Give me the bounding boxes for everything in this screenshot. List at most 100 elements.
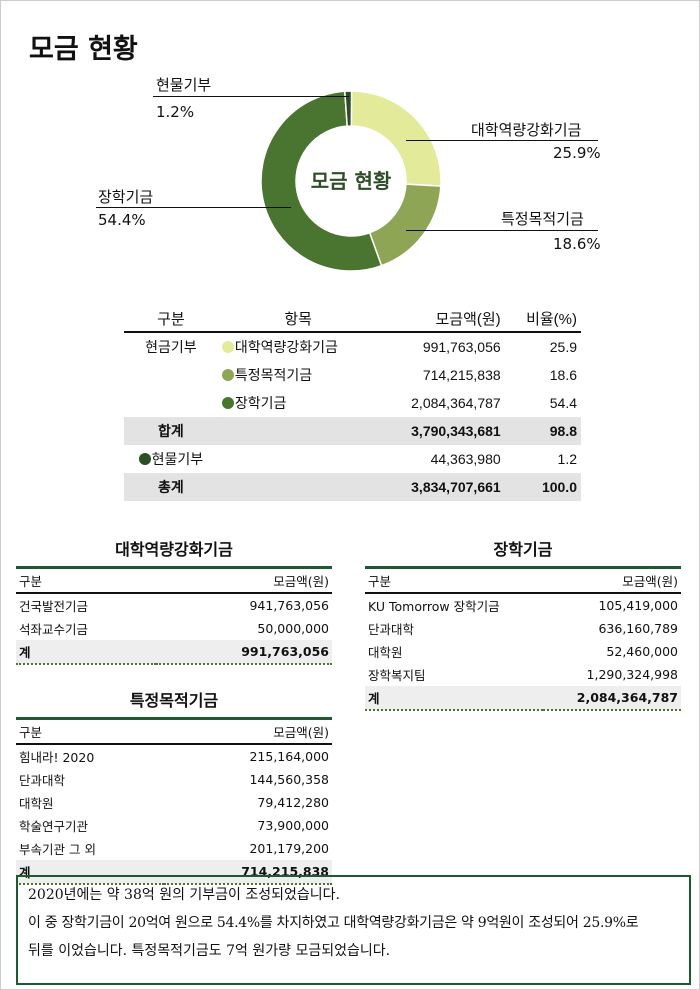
name: 건국발전기금 — [19, 599, 89, 614]
pct-scholarship: 54.4% — [98, 211, 146, 229]
subtotal-row: 합계 3,790,343,681 98.8 — [124, 417, 581, 445]
name: 부속기관 그 외 — [19, 842, 96, 857]
summary-note: 2020년에는 약 38억 원의 기부금이 조성되었습니다. 이 중 장학기금이… — [16, 875, 691, 985]
percent: 25.9 — [549, 339, 577, 355]
leader-line — [153, 96, 349, 97]
legend-dot-icon — [138, 453, 151, 465]
col-header: 비율(%) — [504, 306, 581, 333]
pct-capacity: 25.9% — [553, 144, 601, 162]
percent: 98.8 — [504, 417, 581, 445]
name: 힘내라! 2020 — [19, 750, 95, 765]
percent: 18.6 — [549, 367, 577, 383]
col-header: 구분 — [365, 567, 543, 594]
label-inkind: 현물기부 — [156, 76, 212, 94]
page-title: 모금 현황 — [29, 34, 138, 65]
donut-center-label: 모금 현황 — [310, 169, 392, 193]
total-row: 계 2,084,364,787 — [365, 686, 681, 711]
col-header: 모금액(원) — [156, 567, 332, 594]
total-row: 계 991,763,056 — [16, 640, 332, 665]
total-row: 계 714,215,838 — [16, 860, 332, 885]
legend-dot-icon — [221, 397, 234, 409]
leader-line — [96, 207, 291, 208]
pct-inkind: 1.2% — [156, 103, 195, 121]
amount: 941,763,056 — [249, 598, 329, 613]
table-row: 단과대학 636,160,789 — [365, 617, 681, 640]
label: 계 — [16, 640, 157, 665]
col-header: 구분 — [16, 718, 165, 745]
amount: 1,290,324,998 — [586, 667, 678, 682]
label: 계 — [365, 686, 543, 711]
table-row: 현금기부 대학역량강화기금 991,763,056 25.9 — [124, 332, 581, 361]
table-row: 건국발전기금 941,763,056 — [16, 593, 332, 617]
table-row: 부속기관 그 외 201,179,200 — [16, 837, 332, 860]
item: 특정목적기금 — [234, 367, 313, 383]
name: 단과대학 — [19, 773, 66, 788]
summary-table: 구분 항목 모금액(원) 비율(%) 현금기부 대학역량강화기금 991,763,056 2… — [124, 306, 581, 501]
table-row: 장학기금 2,084,364,787 54.4 — [124, 389, 581, 417]
percent: 1.2 — [557, 451, 577, 467]
table-row: 학술연구기관 73,900,000 — [16, 814, 332, 837]
col-header: 모금액(원) — [378, 306, 505, 333]
name: 대학원 — [19, 796, 54, 811]
amount: 636,160,789 — [598, 621, 678, 636]
col-header: 구분 — [16, 567, 157, 594]
special-table: 특정목적기금 구분 모금액(원) 힘내라! 2020 215,164,000 단과대학 14… — [16, 687, 332, 885]
amount: 144,560,358 — [249, 772, 329, 787]
total-row: 총계 3,834,707,661 100.0 — [124, 473, 581, 501]
leader-line — [406, 230, 598, 231]
table-row: 현물기부 44,363,980 1.2 — [124, 445, 581, 473]
table-row: 특정목적기금 714,215,838 18.6 — [124, 361, 581, 389]
amount: 991,763,056 — [422, 339, 501, 355]
amount: 3,790,343,681 — [378, 417, 505, 445]
table-row: KU Tomorrow 장학기금 105,419,000 — [365, 593, 681, 617]
col-header: 모금액(원) — [164, 718, 332, 745]
legend-dot-icon — [221, 341, 234, 353]
note-line: 2020년에는 약 38억 원의 기부금이 조성되었습니다. — [28, 887, 340, 903]
table-row: 장학복지팀 1,290,324,998 — [365, 663, 681, 686]
amount: 201,179,200 — [249, 841, 329, 856]
label-special: 특정목적기금 — [501, 210, 584, 228]
item: 대학역량강화기금 — [234, 339, 338, 355]
note-line: 이 중 장학기금이 20억여 원으로 54.4%를 차지하였고 대학역량강화기금… — [28, 915, 639, 931]
amount: 44,363,980 — [430, 451, 501, 467]
leader-line — [406, 140, 598, 141]
donut-slice — [260, 90, 383, 272]
amount: 991,763,056 — [156, 640, 332, 665]
label: 현물기부 — [151, 451, 204, 467]
name: KU Tomorrow 장학기금 — [368, 599, 500, 614]
item: 장학기금 — [234, 395, 287, 411]
amount: 714,215,838 — [422, 367, 501, 383]
amount: 215,164,000 — [249, 749, 329, 764]
amount: 50,000,000 — [257, 621, 329, 636]
donut-slice — [368, 183, 442, 267]
table-row: 석좌교수기금 50,000,000 — [16, 617, 332, 640]
amount: 73,900,000 — [257, 818, 329, 833]
col-header: 모금액(원) — [542, 567, 681, 594]
amount: 52,460,000 — [606, 644, 678, 659]
pct-special: 18.6% — [553, 235, 601, 253]
table-row: 힘내라! 2020 215,164,000 — [16, 744, 332, 768]
capacity-table: 대학역량강화기금 구분 모금액(원) 건국발전기금 941,763,056 석좌교수기금 5… — [16, 536, 332, 665]
legend-dot-icon — [221, 369, 234, 381]
label: 합계 — [124, 417, 218, 445]
amount: 2,084,364,787 — [542, 686, 681, 711]
amount: 714,215,838 — [164, 860, 332, 885]
donut-chart — [260, 90, 442, 272]
amount: 2,084,364,787 — [411, 395, 501, 411]
table-title: 장학기금 — [493, 540, 553, 559]
percent: 100.0 — [504, 473, 581, 501]
table-row: 대학원 79,412,280 — [16, 791, 332, 814]
percent: 54.4 — [549, 395, 577, 411]
amount: 3,834,707,661 — [378, 473, 505, 501]
col-header: 구분 — [124, 306, 218, 333]
col-header: 항목 — [217, 306, 379, 333]
name: 학술연구기관 — [19, 819, 89, 834]
name: 장학복지팀 — [368, 668, 426, 683]
label: 총계 — [124, 473, 218, 501]
amount: 79,412,280 — [257, 795, 329, 810]
table-row: 대학원 52,460,000 — [365, 640, 681, 663]
label-scholarship: 장학기금 — [98, 188, 154, 206]
table-row: 단과대학 144,560,358 — [16, 768, 332, 791]
